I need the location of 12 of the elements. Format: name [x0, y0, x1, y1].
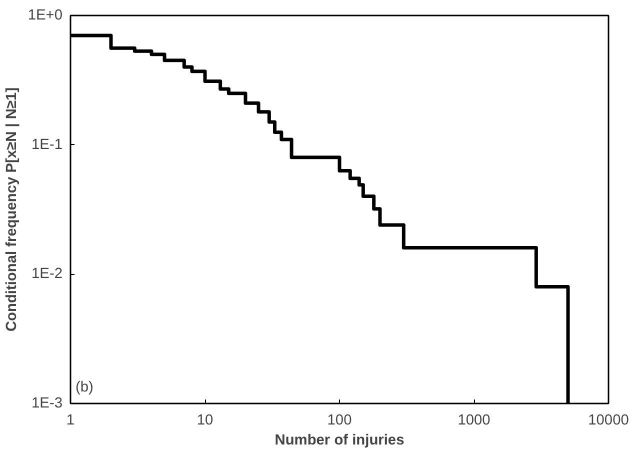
x-tick-label: 100	[327, 412, 352, 428]
y-tick-label: 1E+0	[28, 8, 63, 24]
x-tick-label: 10	[196, 412, 214, 428]
x-axis-title: Number of injuries	[274, 432, 404, 448]
x-tick-label: 1	[66, 412, 75, 428]
y-tick-label: 1E-1	[32, 136, 63, 153]
x-tick-label: 10000	[588, 412, 629, 428]
x-tick-label: 1000	[458, 412, 490, 428]
annotation: (b)	[76, 380, 94, 396]
y-tick-label: 1E-3	[32, 396, 63, 412]
y-axis-title: Conditional frequency P[x≥N | N≥1]	[4, 87, 20, 332]
y-tick-label: 1E-2	[32, 266, 63, 282]
